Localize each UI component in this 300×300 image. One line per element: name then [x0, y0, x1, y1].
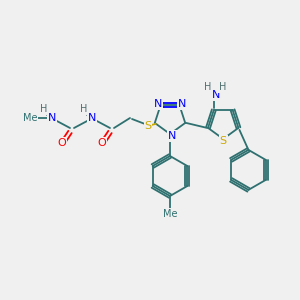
Text: H: H [40, 104, 48, 114]
Text: N: N [178, 99, 187, 109]
Text: O: O [98, 138, 106, 148]
Text: N: N [168, 131, 176, 141]
Text: N: N [88, 113, 96, 123]
Text: O: O [58, 138, 66, 148]
Text: Me: Me [163, 209, 177, 219]
Text: S: S [220, 136, 227, 146]
Text: N: N [212, 90, 220, 100]
Text: Me: Me [23, 113, 37, 123]
Text: H: H [219, 82, 226, 92]
Text: H: H [204, 82, 212, 92]
Text: S: S [144, 121, 152, 131]
Text: N: N [153, 99, 162, 109]
Text: N: N [48, 113, 56, 123]
Text: H: H [80, 104, 88, 114]
